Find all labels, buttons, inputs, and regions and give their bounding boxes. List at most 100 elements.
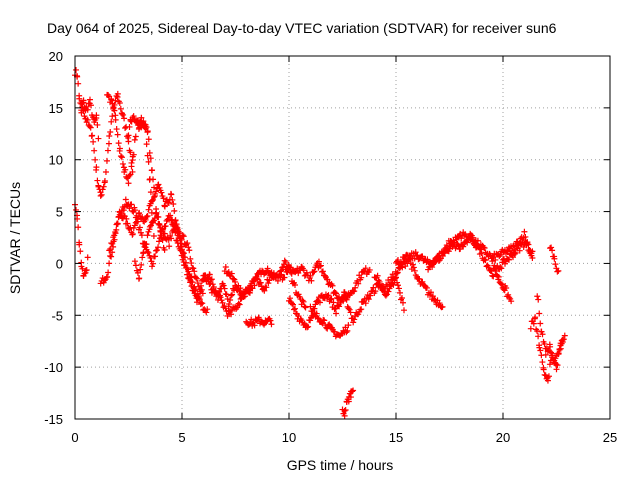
data-point — [278, 267, 285, 274]
data-point — [554, 362, 561, 369]
data-point — [267, 270, 274, 277]
data-point — [155, 244, 162, 251]
data-point — [394, 279, 400, 286]
data-point — [131, 136, 138, 143]
data-point — [147, 189, 154, 196]
data-point — [359, 299, 366, 306]
data-point — [206, 281, 213, 288]
data-point — [222, 305, 229, 312]
data-point — [556, 346, 563, 353]
data-point — [133, 117, 140, 124]
data-point — [427, 289, 434, 296]
x-tick-label: 20 — [496, 430, 510, 445]
data-point — [351, 316, 358, 323]
data-point — [303, 269, 310, 276]
data-point — [127, 117, 134, 124]
data-point — [153, 188, 160, 195]
data-point — [136, 275, 143, 282]
data-point — [333, 290, 340, 297]
data-point — [497, 251, 504, 258]
data-point — [299, 297, 306, 304]
data-point — [195, 293, 202, 300]
data-point — [114, 131, 121, 138]
data-point — [124, 220, 131, 227]
data-point — [307, 272, 314, 279]
data-point — [185, 244, 192, 251]
series-t13 — [286, 295, 352, 340]
data-point — [308, 277, 315, 284]
data-point — [147, 155, 154, 162]
data-point — [168, 235, 175, 242]
data-point — [191, 268, 198, 275]
data-point — [481, 256, 488, 263]
data-point — [132, 118, 139, 125]
data-point — [119, 110, 126, 117]
data-point — [93, 112, 100, 119]
data-point — [440, 250, 447, 257]
data-point — [207, 280, 214, 287]
data-point — [151, 184, 158, 191]
data-point — [264, 265, 271, 272]
data-point — [105, 140, 112, 147]
data-point — [400, 299, 406, 306]
data-point — [339, 296, 346, 303]
data-point — [411, 267, 418, 274]
data-point — [416, 276, 423, 283]
data-point — [75, 80, 82, 87]
data-point — [101, 178, 108, 185]
data-point — [153, 247, 160, 254]
data-point — [370, 284, 377, 291]
data-point — [138, 232, 145, 239]
data-point — [559, 336, 566, 343]
y-tick-label: -10 — [44, 360, 63, 375]
data-point — [527, 325, 534, 332]
data-point — [184, 240, 191, 247]
data-point — [107, 129, 114, 136]
data-point — [108, 240, 115, 247]
data-point — [177, 247, 184, 254]
data-point — [545, 373, 552, 380]
data-point — [156, 238, 163, 245]
data-point — [137, 266, 144, 273]
data-point — [235, 300, 242, 307]
data-point — [76, 241, 83, 248]
data-point — [257, 279, 264, 286]
data-point — [129, 230, 136, 237]
data-point — [265, 280, 272, 287]
data-point — [109, 240, 116, 247]
series-t15 — [339, 387, 357, 419]
data-point — [140, 249, 147, 256]
data-point — [118, 154, 125, 161]
data-point — [106, 247, 113, 254]
data-point — [401, 307, 407, 314]
data-point — [151, 194, 158, 201]
data-point — [497, 264, 504, 271]
data-point — [544, 377, 551, 384]
data-point — [142, 216, 149, 223]
x-tick-label: 25 — [603, 430, 617, 445]
data-point — [350, 319, 357, 326]
data-point — [155, 181, 162, 188]
data-point — [251, 322, 258, 329]
data-point — [319, 268, 326, 275]
data-point — [150, 176, 157, 183]
data-point — [178, 252, 185, 259]
data-point — [111, 232, 118, 239]
data-point — [144, 128, 151, 135]
data-point — [123, 215, 130, 222]
data-point — [231, 276, 238, 283]
data-point — [241, 293, 248, 300]
data-point — [144, 212, 151, 219]
data-point — [310, 269, 317, 276]
data-point — [331, 306, 338, 313]
data-point — [508, 298, 515, 305]
data-point — [167, 212, 174, 219]
data-point — [549, 247, 556, 254]
data-point — [552, 261, 559, 268]
y-tick-label: 10 — [49, 153, 63, 168]
data-point — [125, 138, 132, 145]
data-point — [295, 270, 302, 277]
data-point — [482, 257, 489, 264]
data-point — [120, 207, 127, 214]
y-tick-label: 0 — [56, 256, 63, 271]
